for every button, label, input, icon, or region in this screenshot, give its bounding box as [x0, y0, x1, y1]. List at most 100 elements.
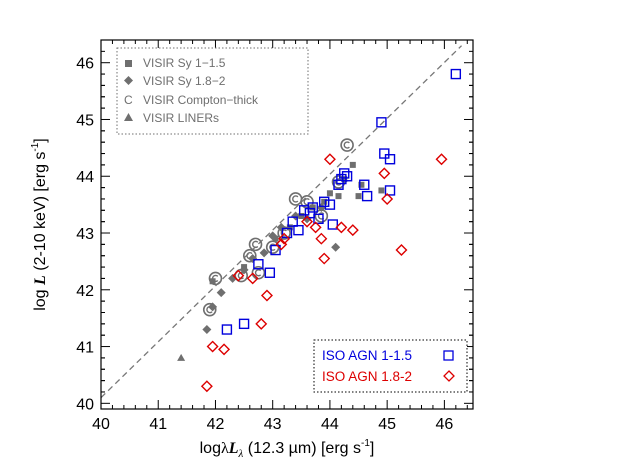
data-point-open-square: [253, 259, 264, 270]
data-point-diamond: [331, 242, 341, 252]
x-axis-title-lambda: λ: [221, 440, 229, 457]
legend-label-iso1: ISO AGN 1-1.5: [322, 348, 412, 363]
data-point-compton-thick: [300, 194, 314, 209]
one-to-one-reference-line: [101, 45, 463, 399]
data-point-compton-thick-c: [334, 178, 342, 186]
data-point-open-square: [327, 219, 338, 230]
plot-frame: [100, 39, 474, 410]
series-C: [202, 138, 354, 317]
data-point-diamond: [216, 288, 226, 298]
data-point-open-diamond: [346, 224, 359, 237]
legend-square-marker: [125, 60, 132, 67]
legend-label-sy1: VISIR Sy 1−1.5: [143, 56, 226, 70]
legend-open-square-marker: [443, 350, 454, 361]
data-point-compton-thick: [243, 248, 257, 263]
data-point-open-diamond: [315, 232, 328, 245]
data-point-open-square: [336, 173, 347, 185]
data-point-open-square: [319, 196, 330, 207]
data-point-open-square: [341, 171, 353, 182]
y-axis-title-close: ]: [32, 138, 49, 142]
data-point-open-square: [379, 148, 390, 159]
data-point-compton-thick: [340, 138, 354, 152]
y-axis-title-rest: (2-10 keV) [erg s: [32, 152, 49, 276]
data-point-compton-thick-c: [246, 252, 253, 260]
data-point-open-square: [238, 318, 250, 330]
data-point-compton-thick: [248, 237, 263, 252]
data-point-open-diamond: [200, 380, 213, 393]
data-point-compton-thick: [208, 271, 223, 286]
data-point-compton-thick-c: [211, 274, 219, 283]
y-tick-label: 44: [76, 169, 94, 186]
data-point-open-square: [384, 154, 396, 165]
x-axis-title-L: L: [228, 440, 239, 457]
data-point-open-square: [270, 244, 281, 256]
y-tick-label: 46: [76, 56, 94, 73]
data-point-open-diamond: [232, 269, 245, 282]
data-point-compton-thick-c: [254, 269, 262, 277]
series-open-square: [221, 68, 462, 335]
data-points-group: [177, 68, 462, 393]
data-point-open-diamond: [395, 244, 408, 257]
legend-iso-frame: [313, 339, 468, 393]
data-point-compton-thick: [288, 192, 303, 206]
data-point-diamond: [268, 231, 278, 241]
data-point-square: [321, 198, 328, 205]
legend-triangle-marker: [124, 113, 133, 121]
y-axis-title-exponent: -1: [30, 142, 41, 151]
reference-line-group: [101, 45, 463, 399]
data-point-square: [272, 235, 279, 242]
y-tick-label: 42: [76, 283, 94, 300]
x-tick-label: 43: [264, 416, 282, 433]
data-point-open-square: [324, 199, 336, 210]
data-point-open-diamond: [309, 221, 322, 234]
x-tick-label: 42: [207, 416, 225, 433]
data-point-square: [355, 193, 362, 200]
data-point-open-square: [450, 68, 462, 80]
data-point-square: [335, 193, 342, 200]
data-point-open-square: [339, 168, 350, 179]
data-point-open-square: [307, 202, 318, 213]
data-point-open-square: [264, 267, 276, 278]
legend-label-iso2: ISO AGN 1.8-2: [322, 369, 412, 384]
data-point-open-square: [376, 117, 387, 128]
data-point-compton-thick-c: [206, 305, 213, 314]
data-point-compton-thick-c: [280, 229, 287, 237]
data-point-compton-thick: [277, 226, 291, 240]
legend-c-marker: C: [124, 93, 133, 107]
data-point-compton-thick-c: [292, 195, 299, 203]
data-point-diamond: [208, 302, 218, 312]
x-tick-label: 45: [378, 416, 396, 433]
data-point-compton-thick: [202, 302, 217, 317]
data-point-square: [358, 181, 365, 188]
data-point-open-diamond: [378, 167, 391, 180]
data-point-open-square: [221, 324, 233, 335]
data-point-compton-thick: [234, 268, 249, 283]
data-point-compton-thick-c: [237, 271, 245, 280]
data-point-open-diamond: [323, 153, 336, 166]
data-point-open-square: [304, 207, 316, 219]
data-point-compton-thick: [314, 209, 329, 223]
y-tick-label: 43: [76, 226, 94, 243]
data-point-open-square: [333, 179, 344, 190]
y-axis-title-L: L: [32, 275, 49, 286]
data-point-square: [349, 161, 356, 168]
legend-iso: ISO AGN 1-1.5 ISO AGN 1.8-2: [313, 339, 468, 393]
x-axis-title-exponent: -1: [361, 438, 370, 449]
legend-visir-frame: [116, 47, 309, 135]
data-point-open-diamond: [335, 221, 348, 234]
x-axis-title-prefix: log: [200, 440, 221, 457]
data-point-open-square: [361, 190, 373, 202]
series-open-diamond: [200, 153, 448, 393]
data-point-compton-thick-c: [252, 240, 259, 249]
legend-label-sy2: VISIR Sy 1.8−2: [143, 74, 226, 88]
legend-label-liners: VISIR LINERs: [143, 111, 219, 125]
data-point-open-diamond: [206, 340, 219, 353]
data-point-diamond: [202, 325, 212, 335]
data-point-open-square: [287, 216, 298, 227]
data-point-open-diamond: [260, 289, 273, 302]
y-tick-label: 45: [76, 112, 94, 129]
data-point-square: [209, 278, 216, 285]
data-point-open-square: [313, 213, 324, 225]
data-point-square: [326, 190, 333, 197]
data-point-diamond: [248, 254, 258, 264]
